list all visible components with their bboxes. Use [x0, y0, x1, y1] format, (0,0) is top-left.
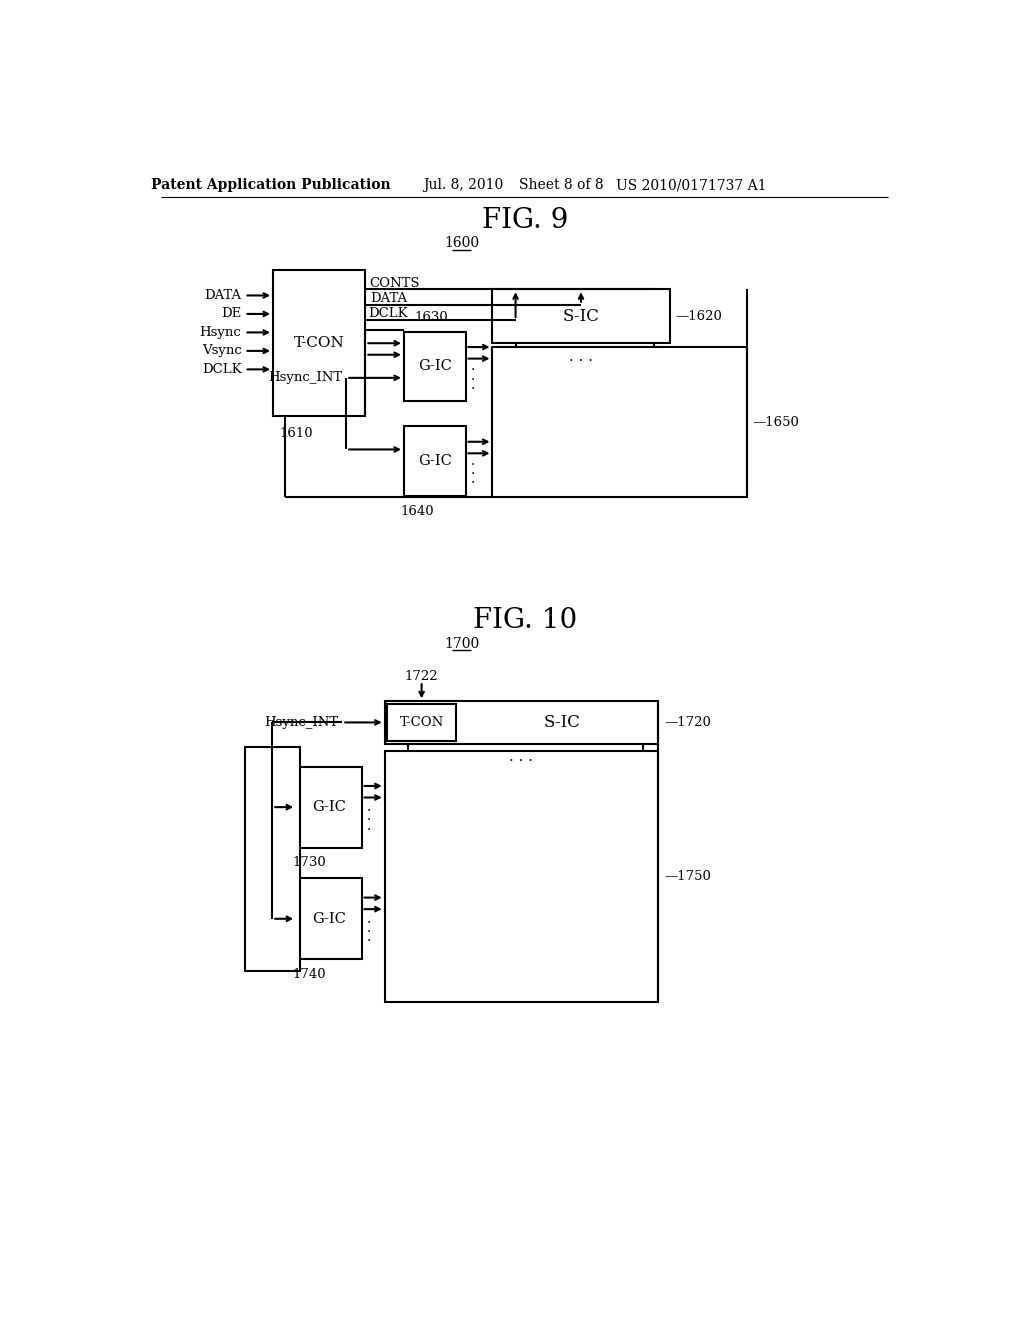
Text: .: .	[368, 931, 372, 944]
Text: DE: DE	[221, 308, 242, 321]
Text: G-IC: G-IC	[418, 454, 452, 469]
Bar	[403, 331, 466, 401]
Text: Jul. 8, 2010: Jul. 8, 2010	[423, 178, 504, 193]
Text: CONTS: CONTS	[370, 277, 420, 289]
Bar	[273, 271, 366, 416]
Text: .: .	[471, 359, 475, 374]
Text: 1700: 1700	[444, 636, 479, 651]
Bar	[387, 704, 457, 742]
Text: —1650: —1650	[753, 416, 800, 429]
Text: 1730: 1730	[292, 857, 326, 870]
Text: FIG. 10: FIG. 10	[473, 607, 577, 634]
Text: .: .	[471, 473, 475, 487]
Text: —1620: —1620	[676, 310, 723, 323]
Text: Hsync_INT: Hsync_INT	[264, 715, 339, 729]
Text: . . .: . . .	[509, 751, 534, 764]
Text: 1610: 1610	[280, 426, 313, 440]
Text: S-IC: S-IC	[544, 714, 581, 731]
Text: 1640: 1640	[400, 504, 434, 517]
Bar	[245, 747, 300, 970]
Text: T-CON: T-CON	[399, 715, 443, 729]
Text: .: .	[368, 800, 372, 814]
Text: DCLK: DCLK	[202, 363, 242, 376]
Bar	[385, 701, 658, 743]
Text: . . .: . . .	[569, 350, 593, 364]
Text: .: .	[471, 463, 475, 478]
Text: .: .	[368, 809, 372, 824]
Text: —1750: —1750	[665, 870, 711, 883]
Text: 1600: 1600	[444, 236, 479, 249]
Text: Hsync: Hsync	[200, 326, 242, 339]
Text: G-IC: G-IC	[312, 912, 346, 925]
Text: Sheet 8 of 8: Sheet 8 of 8	[519, 178, 604, 193]
Text: DCLK: DCLK	[369, 308, 409, 321]
Text: .: .	[471, 454, 475, 469]
Text: G-IC: G-IC	[418, 359, 452, 374]
Text: .: .	[368, 912, 372, 925]
Text: T-CON: T-CON	[294, 337, 345, 350]
Text: .: .	[368, 818, 372, 833]
Bar	[403, 426, 466, 496]
Text: .: .	[471, 368, 475, 383]
Text: 1722: 1722	[404, 671, 438, 684]
Text: FIG. 9: FIG. 9	[481, 206, 568, 234]
Bar	[385, 751, 658, 1002]
Text: .: .	[368, 921, 372, 935]
Text: DATA: DATA	[205, 289, 242, 302]
Text: S-IC: S-IC	[562, 308, 599, 325]
Text: 1630: 1630	[414, 312, 447, 325]
Text: DATA: DATA	[370, 292, 408, 305]
Text: —1720: —1720	[665, 715, 711, 729]
Bar	[493, 347, 746, 498]
Text: .: .	[471, 378, 475, 392]
Text: Hsync_INT: Hsync_INT	[268, 371, 342, 384]
Bar	[296, 878, 361, 960]
Text: Vsync: Vsync	[202, 345, 242, 358]
Bar	[493, 289, 670, 343]
Text: US 2010/0171737 A1: US 2010/0171737 A1	[615, 178, 766, 193]
Text: 1740: 1740	[292, 968, 326, 981]
Text: G-IC: G-IC	[312, 800, 346, 814]
Bar	[296, 767, 361, 847]
Text: Patent Application Publication: Patent Application Publication	[151, 178, 390, 193]
